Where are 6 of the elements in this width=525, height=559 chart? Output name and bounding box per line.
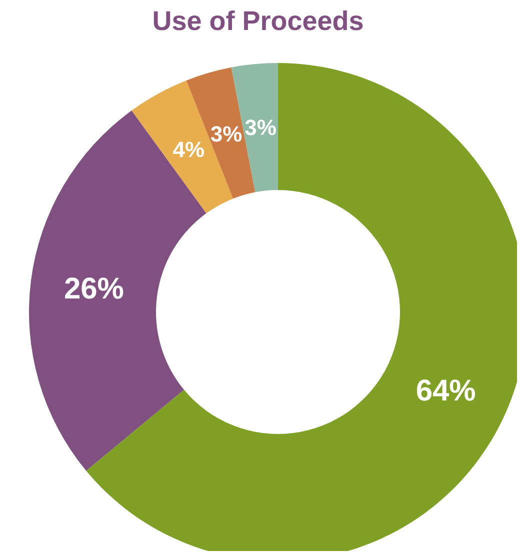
- data-label: 3%: [244, 114, 276, 140]
- data-label: 26%: [64, 272, 124, 306]
- data-label: 3%: [210, 121, 242, 146]
- chart-title: Use of Proceeds: [151, 6, 365, 37]
- data-label: 4%: [172, 136, 205, 162]
- data-label: 64%: [416, 374, 476, 408]
